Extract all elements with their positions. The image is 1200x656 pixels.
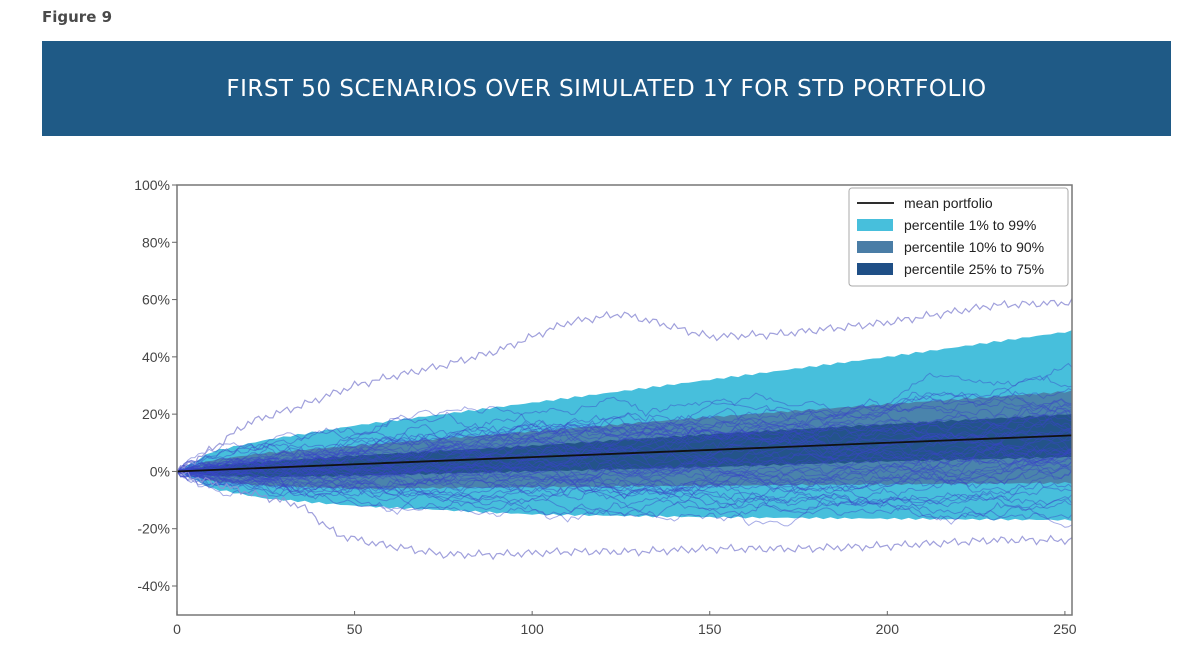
scenario-path <box>177 398 1072 474</box>
legend-patch-swatch <box>857 263 893 275</box>
scenario-path <box>177 460 1072 499</box>
plot-frame <box>176 184 1073 616</box>
scenario-path <box>177 375 1072 479</box>
scenario-path-bottom-outlier <box>177 470 1072 561</box>
mean-portfolio-line <box>176 434 1073 473</box>
x-tick-label: 150 <box>698 621 722 637</box>
scenario-path <box>177 442 1072 522</box>
scenario-path-top-outlier <box>177 298 1072 472</box>
y-tick-label: 100% <box>134 177 170 193</box>
legend-box <box>848 187 1069 287</box>
scenario-path <box>177 457 1072 495</box>
y-tick-label: 80% <box>142 234 170 250</box>
figure-label: Figure 9 <box>42 8 113 26</box>
title-banner: FIRST 50 SCENARIOS OVER SIMULATED 1Y FOR… <box>42 41 1171 136</box>
scenario-path <box>177 428 1072 482</box>
x-tick-label: 100 <box>520 621 544 637</box>
scenario-path <box>177 470 1072 513</box>
scenario-path <box>177 464 1072 506</box>
scenario-path <box>177 420 1072 492</box>
scenario-path <box>177 451 1072 497</box>
y-tick-label: 40% <box>142 349 170 365</box>
scenario-path <box>177 414 1072 474</box>
scenario-path <box>177 391 1072 472</box>
scenario-path <box>177 425 1072 478</box>
scenario-path <box>177 436 1072 472</box>
x-tick-label: 200 <box>876 621 900 637</box>
scenario-path <box>177 447 1072 509</box>
scenario-path <box>177 427 1072 488</box>
y-tick-label: -20% <box>137 521 170 537</box>
scenario-path <box>177 446 1072 501</box>
scenario-path <box>177 461 1072 512</box>
scenario-path <box>177 470 1072 520</box>
y-tick-label: -40% <box>137 578 170 594</box>
scenario-path <box>177 463 1072 514</box>
x-tick-label: 250 <box>1053 621 1077 637</box>
legend-patch-swatch <box>857 219 893 231</box>
legend-patch-swatch <box>857 241 893 253</box>
y-tick-label: 60% <box>142 292 170 308</box>
scenario-path <box>177 456 1072 511</box>
y-tick-label: 0% <box>150 463 170 479</box>
scenario-path <box>177 413 1072 475</box>
scenario-path <box>177 449 1072 494</box>
chart-title: FIRST 50 SCENARIOS OVER SIMULATED 1Y FOR… <box>226 75 987 102</box>
scenario-path <box>177 389 1072 473</box>
scenario-path <box>177 414 1072 495</box>
scenario-path <box>177 362 1072 472</box>
scenario-path <box>177 397 1072 477</box>
scenario-path <box>177 427 1072 474</box>
scenario-path <box>177 454 1072 485</box>
scenario-path <box>177 417 1072 486</box>
y-axis: 100% 80% 60% 40% 20% 0% -20% -40% <box>134 177 177 594</box>
scenario-path <box>177 420 1072 472</box>
scenario-path <box>177 405 1072 475</box>
x-axis: 0 50 100 150 200 250 <box>173 611 1077 637</box>
legend-label: percentile 25% to 75% <box>904 261 1044 277</box>
legend-label: mean portfolio <box>904 195 993 211</box>
scenario-path <box>177 403 1072 472</box>
scenario-path <box>177 455 1072 528</box>
mean-portfolio-series <box>176 434 1073 473</box>
scenario-path <box>177 388 1072 472</box>
scenario-path <box>177 408 1072 480</box>
x-tick-label: 0 <box>173 621 181 637</box>
scenario-path <box>177 441 1072 499</box>
legend-label: percentile 1% to 99% <box>904 217 1036 233</box>
scenario-path <box>177 431 1072 476</box>
legend: mean portfolio percentile 1% to 99% percen… <box>848 187 1069 287</box>
scenario-path <box>177 471 1072 523</box>
scenario-path <box>177 450 1072 494</box>
x-tick-label: 50 <box>347 621 363 637</box>
y-tick-label: 20% <box>142 406 170 422</box>
scenario-path <box>177 391 1072 477</box>
legend-label: percentile 10% to 90% <box>904 239 1044 255</box>
